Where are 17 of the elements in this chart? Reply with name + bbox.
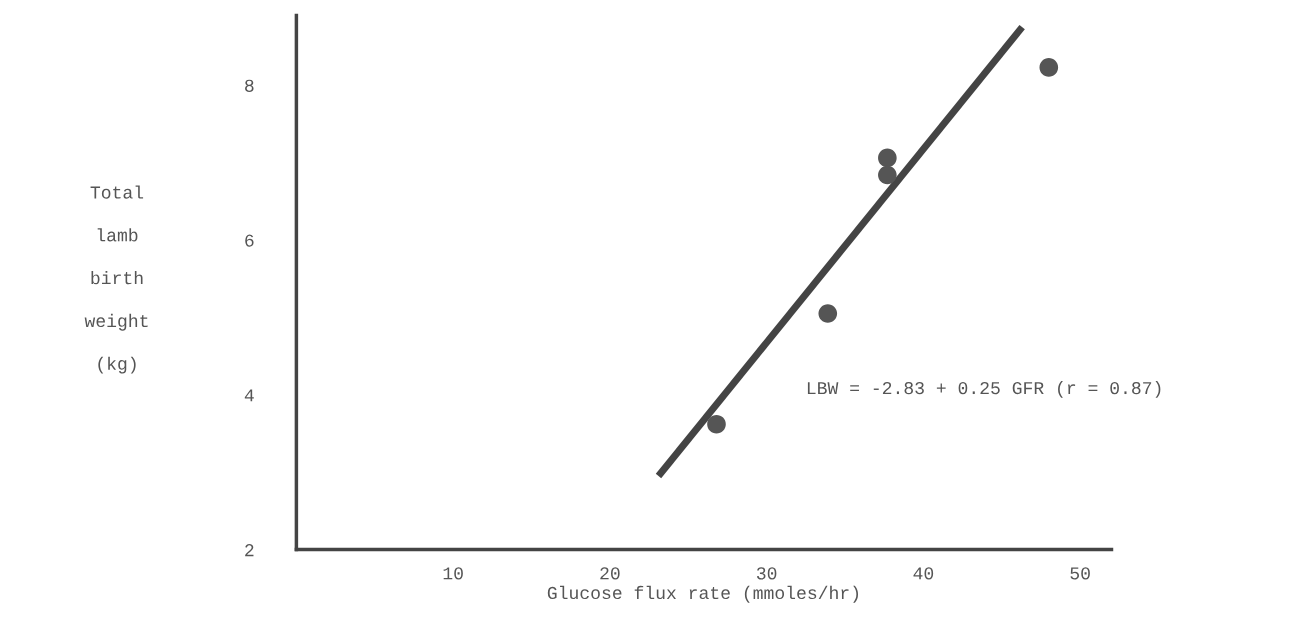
text: Total lamb birth weight (kg) (84, 185, 148, 374)
x-tick-label: 30 (756, 567, 777, 580)
point (878, 148, 897, 168)
x-tick-label: 20 (600, 567, 620, 580)
x-tick-label: 10 (443, 567, 463, 580)
y-tick-label: 6 (245, 234, 254, 247)
point (1039, 58, 1059, 77)
y-tick-label: 2 (245, 544, 254, 557)
annotation: LBW = -2.83 + 0.25 GFR (r = 0.87) (807, 380, 1161, 398)
point (818, 304, 838, 323)
y-tick-label: 4 (244, 389, 254, 402)
point (707, 414, 726, 434)
x-axis-title: Glucose flux rate (mmoles/hr) (547, 585, 859, 603)
y-tick-label: 8 (245, 79, 254, 92)
point (878, 165, 897, 185)
x-tick-label: 50 (1070, 567, 1090, 580)
x-tick-label: 40 (913, 567, 934, 580)
